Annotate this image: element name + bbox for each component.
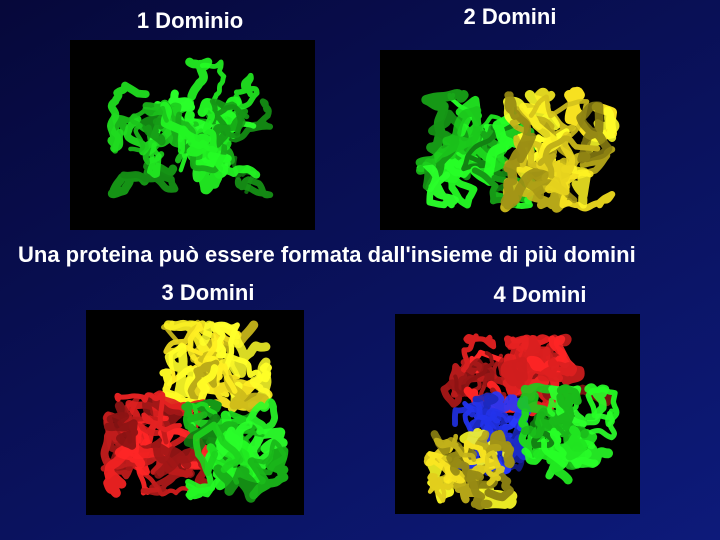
panel-3-protein	[86, 310, 304, 515]
panel-1-title: 1 Dominio	[90, 8, 290, 34]
panel-1-protein	[70, 40, 315, 230]
panel-4-protein	[395, 314, 640, 514]
slide: 1 Dominio 2 Domini Una proteina può esse…	[0, 0, 720, 540]
panel-2-title: 2 Domini	[410, 4, 610, 30]
slide-caption: Una proteina può essere formata dall'ins…	[18, 242, 708, 268]
panel-2-protein	[380, 50, 640, 230]
panel-4-title: 4 Domini	[440, 282, 640, 308]
panel-3-title: 3 Domini	[108, 280, 308, 306]
